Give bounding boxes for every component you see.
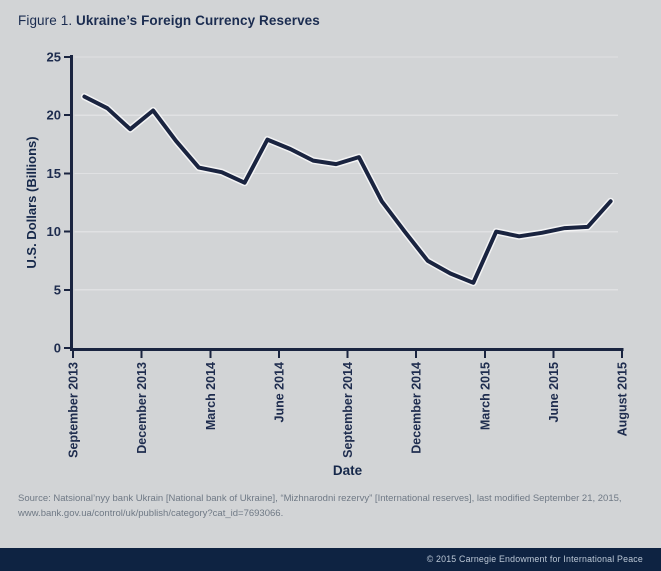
figure-title-text: Ukraine’s Foreign Currency Reserves [76,13,320,28]
x-tick-label-8: August 2015 [616,362,630,436]
y-tick-label-25: 25 [47,50,61,65]
y-tick-label-0: 0 [54,341,61,356]
copyright-text: © 2015 Carnegie Endowment for Internatio… [426,554,643,564]
y-tick-label-15: 15 [47,166,61,181]
y-tick-label-10: 10 [47,224,61,239]
x-axis-title: Date [333,463,363,478]
source-line-1: Source: Natsional’nyy bank Ukrain [Natio… [18,493,622,504]
figure-label: Figure 1. [18,13,73,28]
x-tick-label-6: March 2015 [478,362,492,430]
x-tick-label-3: June 2014 [272,362,286,423]
reserves-line-chart: 0 5 10 15 20 25 September 2013 December 2013 Mar… [24,50,630,479]
y-tick-label-20: 20 [47,108,61,123]
series-line [82,94,613,285]
y-tick-label-5: 5 [54,282,61,297]
x-tick-label-1: December 2013 [135,362,149,454]
x-tick-label-2: March 2014 [204,362,218,430]
y-axis-title: U.S. Dollars (Billions) [24,136,39,268]
x-tick-label-4: September 2014 [341,362,355,458]
source-note: Source: Natsional’nyy bank Ukrain [Natio… [18,492,646,521]
figure-title: Figure 1. Ukraine’s Foreign Currency Res… [18,13,320,28]
x-tick-label-0: September 2013 [67,362,81,458]
x-tick-label-5: December 2014 [410,362,424,454]
x-tick-label-7: June 2015 [547,362,561,423]
source-line-2: www.bank.gov.ua/control/uk/publish/categ… [18,507,284,519]
footer-bar: © 2015 Carnegie Endowment for Internatio… [0,548,661,571]
